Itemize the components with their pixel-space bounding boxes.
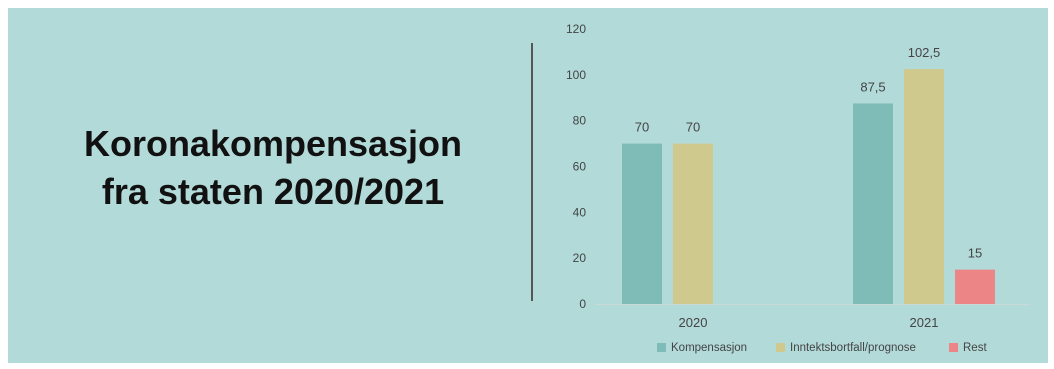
x-category-label: 2021 (910, 315, 939, 330)
vertical-divider (531, 43, 533, 301)
data-label: 102,5 (908, 45, 941, 60)
legend-label: Inntektsbortfall/prognose (790, 342, 916, 354)
y-tick-label: 20 (573, 251, 587, 265)
bar-rest-2021 (955, 269, 995, 304)
legend-swatch (776, 343, 785, 352)
legend-swatch (657, 343, 666, 352)
data-label: 70 (635, 120, 649, 135)
slide-title: Koronakompensasjon fra staten 2020/2021 (8, 120, 538, 216)
y-tick-label: 40 (573, 205, 587, 219)
bar-kompensasjon-2020 (622, 143, 662, 304)
data-label: 87,5 (860, 79, 885, 94)
y-tick-label: 120 (566, 22, 586, 36)
data-label: 15 (968, 246, 982, 261)
legend-label: Kompensasjon (671, 342, 747, 354)
title-line-2: fra staten 2020/2021 (101, 171, 445, 212)
y-tick-label: 60 (573, 160, 587, 174)
y-tick-label: 0 (579, 297, 586, 311)
x-category-label: 2020 (679, 315, 708, 330)
bar-kompensasjon-2021 (853, 103, 893, 305)
legend-swatch (949, 343, 958, 352)
y-tick-label: 100 (566, 68, 586, 82)
data-label: 70 (686, 120, 700, 135)
legend-label: Rest (963, 342, 987, 354)
bar-inntektsbortfall-prognose-2021 (904, 69, 944, 305)
title-line-1: Koronakompensasjon (83, 123, 463, 164)
bar-inntektsbortfall-prognose-2020 (673, 143, 713, 304)
y-tick-label: 80 (573, 114, 587, 128)
